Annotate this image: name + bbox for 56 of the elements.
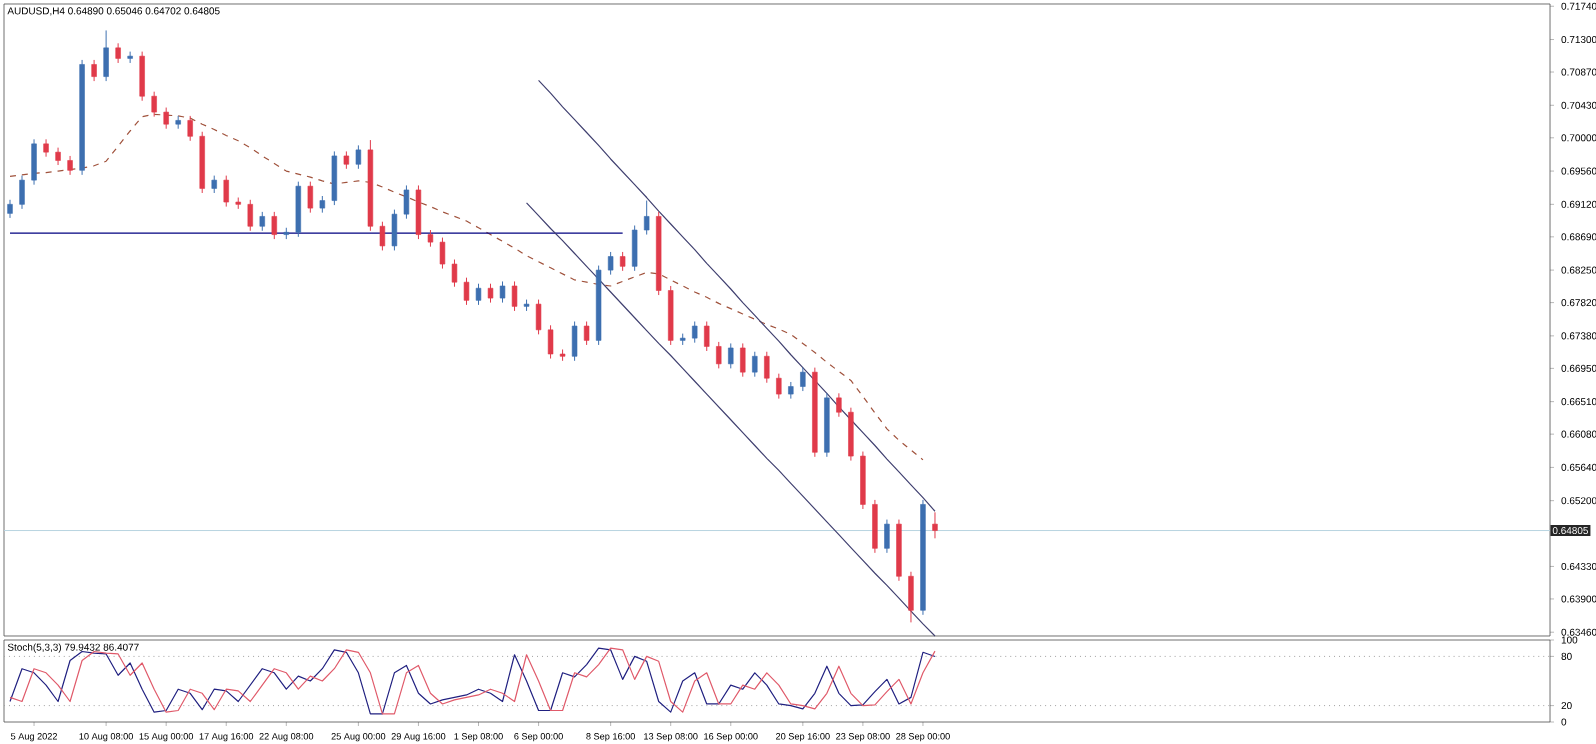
candlestick [67, 155, 73, 176]
candlestick [511, 280, 518, 312]
candlestick [139, 51, 145, 102]
candlestick [403, 184, 410, 220]
candlestick [643, 200, 650, 236]
candlestick [776, 373, 782, 400]
candlestick [247, 199, 253, 232]
candlestick [764, 351, 770, 384]
candlestick [259, 211, 265, 232]
candlestick [43, 138, 49, 158]
candlestick [619, 251, 626, 272]
candlestick [127, 51, 133, 64]
candlestick [103, 29, 109, 82]
candlestick [932, 511, 938, 539]
candlestick [295, 181, 302, 238]
candlestick [19, 175, 25, 210]
candlestick [463, 277, 470, 306]
candlestick [415, 184, 422, 240]
candlestick [872, 499, 878, 554]
candlestick [151, 91, 157, 118]
candlestick [884, 519, 890, 554]
candlestick [91, 59, 97, 82]
candlestick [571, 321, 578, 362]
candlestick [355, 144, 362, 170]
candlestick [692, 321, 698, 344]
candlestick [607, 251, 614, 276]
candlestick [391, 209, 398, 251]
candlestick [163, 107, 169, 130]
candlestick [271, 211, 277, 240]
candlestick [307, 181, 314, 214]
candlestick [187, 115, 193, 142]
candlestick [475, 283, 482, 306]
candlestick [547, 324, 554, 360]
candlestick [800, 367, 806, 392]
candlestick [451, 259, 458, 288]
candlestick [487, 283, 494, 304]
candlestick [908, 571, 914, 623]
candlestick [31, 138, 37, 186]
candlestick [535, 299, 542, 335]
candlestick [631, 224, 638, 272]
candlestick [439, 237, 446, 270]
candlestick [583, 321, 590, 346]
candlestick [740, 342, 746, 378]
candlestick [836, 392, 842, 418]
candlestick [752, 351, 758, 378]
candlestick [704, 321, 710, 352]
candlestick [7, 199, 13, 219]
candlestick [55, 147, 61, 166]
candlestick [848, 407, 854, 462]
candlestick [379, 221, 386, 251]
candlestick [499, 280, 506, 304]
candlestick [331, 150, 338, 206]
candlestick [223, 175, 229, 208]
candlestick [716, 341, 722, 369]
candlestick [115, 42, 121, 64]
candlestick [728, 342, 734, 369]
